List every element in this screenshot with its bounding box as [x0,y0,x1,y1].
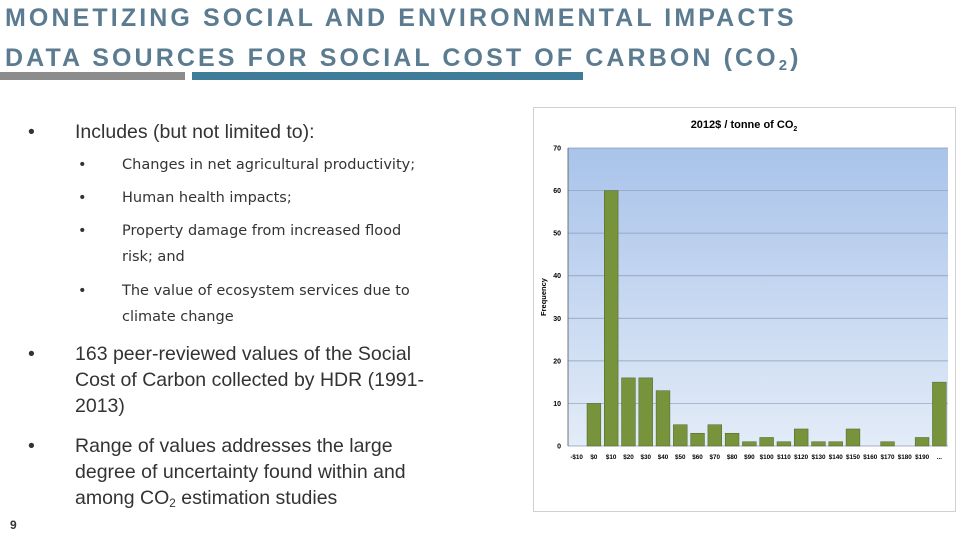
y-axis-label: Frequency [539,277,548,316]
x-tick-label: $100 [760,454,775,461]
bar [811,441,826,447]
bullet-line: Changes in net agricultural productivity… [122,157,416,173]
bullet-line: 163 peer-reviewed values of the Social [75,343,412,365]
bullet-text: among CO [75,487,170,509]
y-tick-label: 30 [553,316,561,323]
x-tick-label: -$10 [570,454,583,461]
x-tick-label: $130 [811,454,826,461]
bullet-line: Property damage from increased flood [122,223,402,239]
x-tick-label: $180 [898,454,913,461]
x-tick-label: $170 [881,454,896,461]
x-tick-label: $10 [606,454,617,461]
y-tick-label: 60 [553,188,561,195]
bar [742,441,757,447]
page-number: 9 [10,518,17,532]
bar [655,390,671,447]
x-tick-label: ... [937,454,942,461]
x-tick-label: $30 [640,454,651,461]
chart: 2012$ / tonne of CO2 Frequency 0 10 20 30 40… [539,119,948,461]
bar [621,377,636,447]
y-tick-label: 20 [553,358,561,365]
title-bar-grey [0,72,185,80]
bar [690,432,705,447]
bullet-line: The value of ecosystem services due to [122,283,410,299]
y-tick-label: 40 [553,273,561,280]
x-tick-label: $0 [590,454,598,461]
title-text: DATA SOURCES FOR SOCIAL COST OF CARBON (… [5,44,779,72]
x-tick-label: $110 [777,454,791,461]
slide-title-line1: MONETIZING SOCIAL AND ENVIRONMENTAL IMPA… [5,4,797,32]
bullet-dot: • [78,223,87,239]
x-tick-label: $90 [744,454,755,461]
bar [845,428,861,447]
bullet-text: estimation studies [175,487,338,509]
bullet-line: Cost of Carbon collected by HDR (1991- [75,369,424,391]
x-tick-label: $40 [658,454,669,461]
chart-title-text: 2012$ / tonne of CO [691,119,794,131]
chart-title: 2012$ / tonne of CO2 [691,119,798,133]
subscript: 2 [169,496,176,510]
y-tick-label: 0 [557,444,561,451]
bullet-line: climate change [122,309,234,325]
bar [638,377,653,447]
x-tick-label: $140 [829,454,844,461]
y-tick-label: 50 [553,231,561,238]
bullet-line: Human health impacts; [122,190,292,206]
bar [586,403,602,447]
bullet-line: Includes (but not limited to): [75,121,315,143]
bar [707,424,722,447]
bullet-dot: • [78,190,87,206]
title-bar-blue [192,72,583,80]
bar [724,432,740,447]
bar [880,441,895,447]
bullet-line: risk; and [122,249,185,265]
bar [828,441,843,447]
chart-title-subscript: 2 [793,126,797,133]
y-tick-label: 70 [553,146,561,153]
bar [776,441,792,447]
bar [673,424,688,447]
x-tick-label: $50 [675,454,686,461]
bar [759,437,774,447]
x-tick-label: $120 [794,454,809,461]
y-tick-label: 10 [553,401,561,408]
bar [914,437,930,447]
bullet-line: among CO2 estimation studies [75,485,337,517]
bullet-dot: • [28,121,35,143]
x-tick-label: $80 [727,454,738,461]
bullet-dot: • [28,343,35,365]
x-tick-label: $70 [710,454,721,461]
slide-title-line2: DATA SOURCES FOR SOCIAL COST OF CARBON (… [5,44,802,74]
bar [932,381,947,447]
bar [604,190,619,447]
x-tick-label: $150 [846,454,861,461]
x-tick-label: $190 [915,454,930,461]
bullet-dot: • [78,283,87,299]
x-tick-label: $160 [863,454,878,461]
bullet-dot: • [78,157,87,173]
bullet-dot: • [28,435,35,457]
x-tick-label: $60 [692,454,703,461]
bullet-line: degree of uncertainty found within and [75,461,406,483]
bullet-line: Range of values addresses the large [75,435,393,457]
bullet-line: 2013) [75,395,125,417]
title-text: ) [790,44,802,72]
title-subscript: 2 [778,56,791,74]
bar [794,428,809,447]
x-tick-label: $20 [623,454,634,461]
